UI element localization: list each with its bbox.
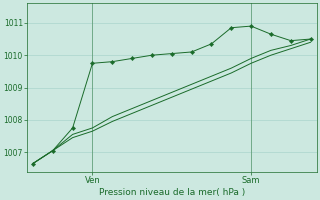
X-axis label: Pression niveau de la mer( hPa ): Pression niveau de la mer( hPa ) [99, 188, 245, 197]
